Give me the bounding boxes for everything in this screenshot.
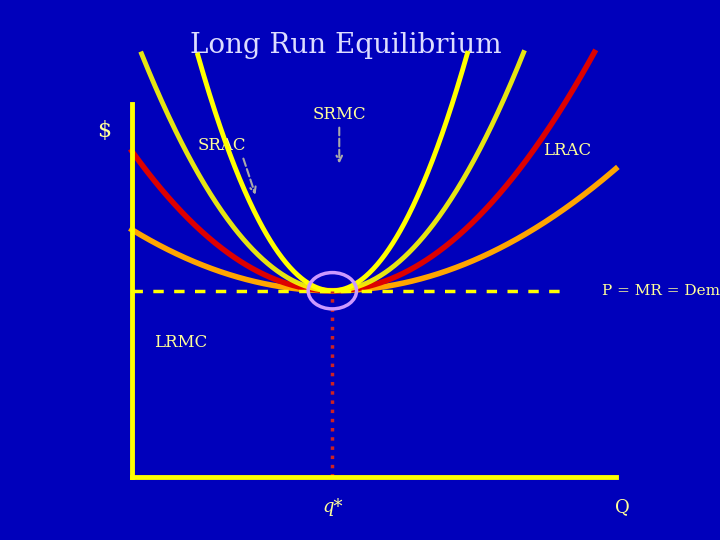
Text: Long Run Equilibrium: Long Run Equilibrium: [190, 31, 502, 58]
Text: SRAC: SRAC: [197, 137, 246, 154]
Text: q*: q*: [322, 498, 343, 516]
Text: P = MR = Demand: P = MR = Demand: [602, 284, 720, 298]
Text: LRMC: LRMC: [153, 334, 207, 351]
Text: LRAC: LRAC: [544, 142, 591, 159]
Text: $: $: [97, 120, 112, 141]
Text: SRMC: SRMC: [312, 106, 366, 123]
Text: Q: Q: [616, 498, 630, 516]
